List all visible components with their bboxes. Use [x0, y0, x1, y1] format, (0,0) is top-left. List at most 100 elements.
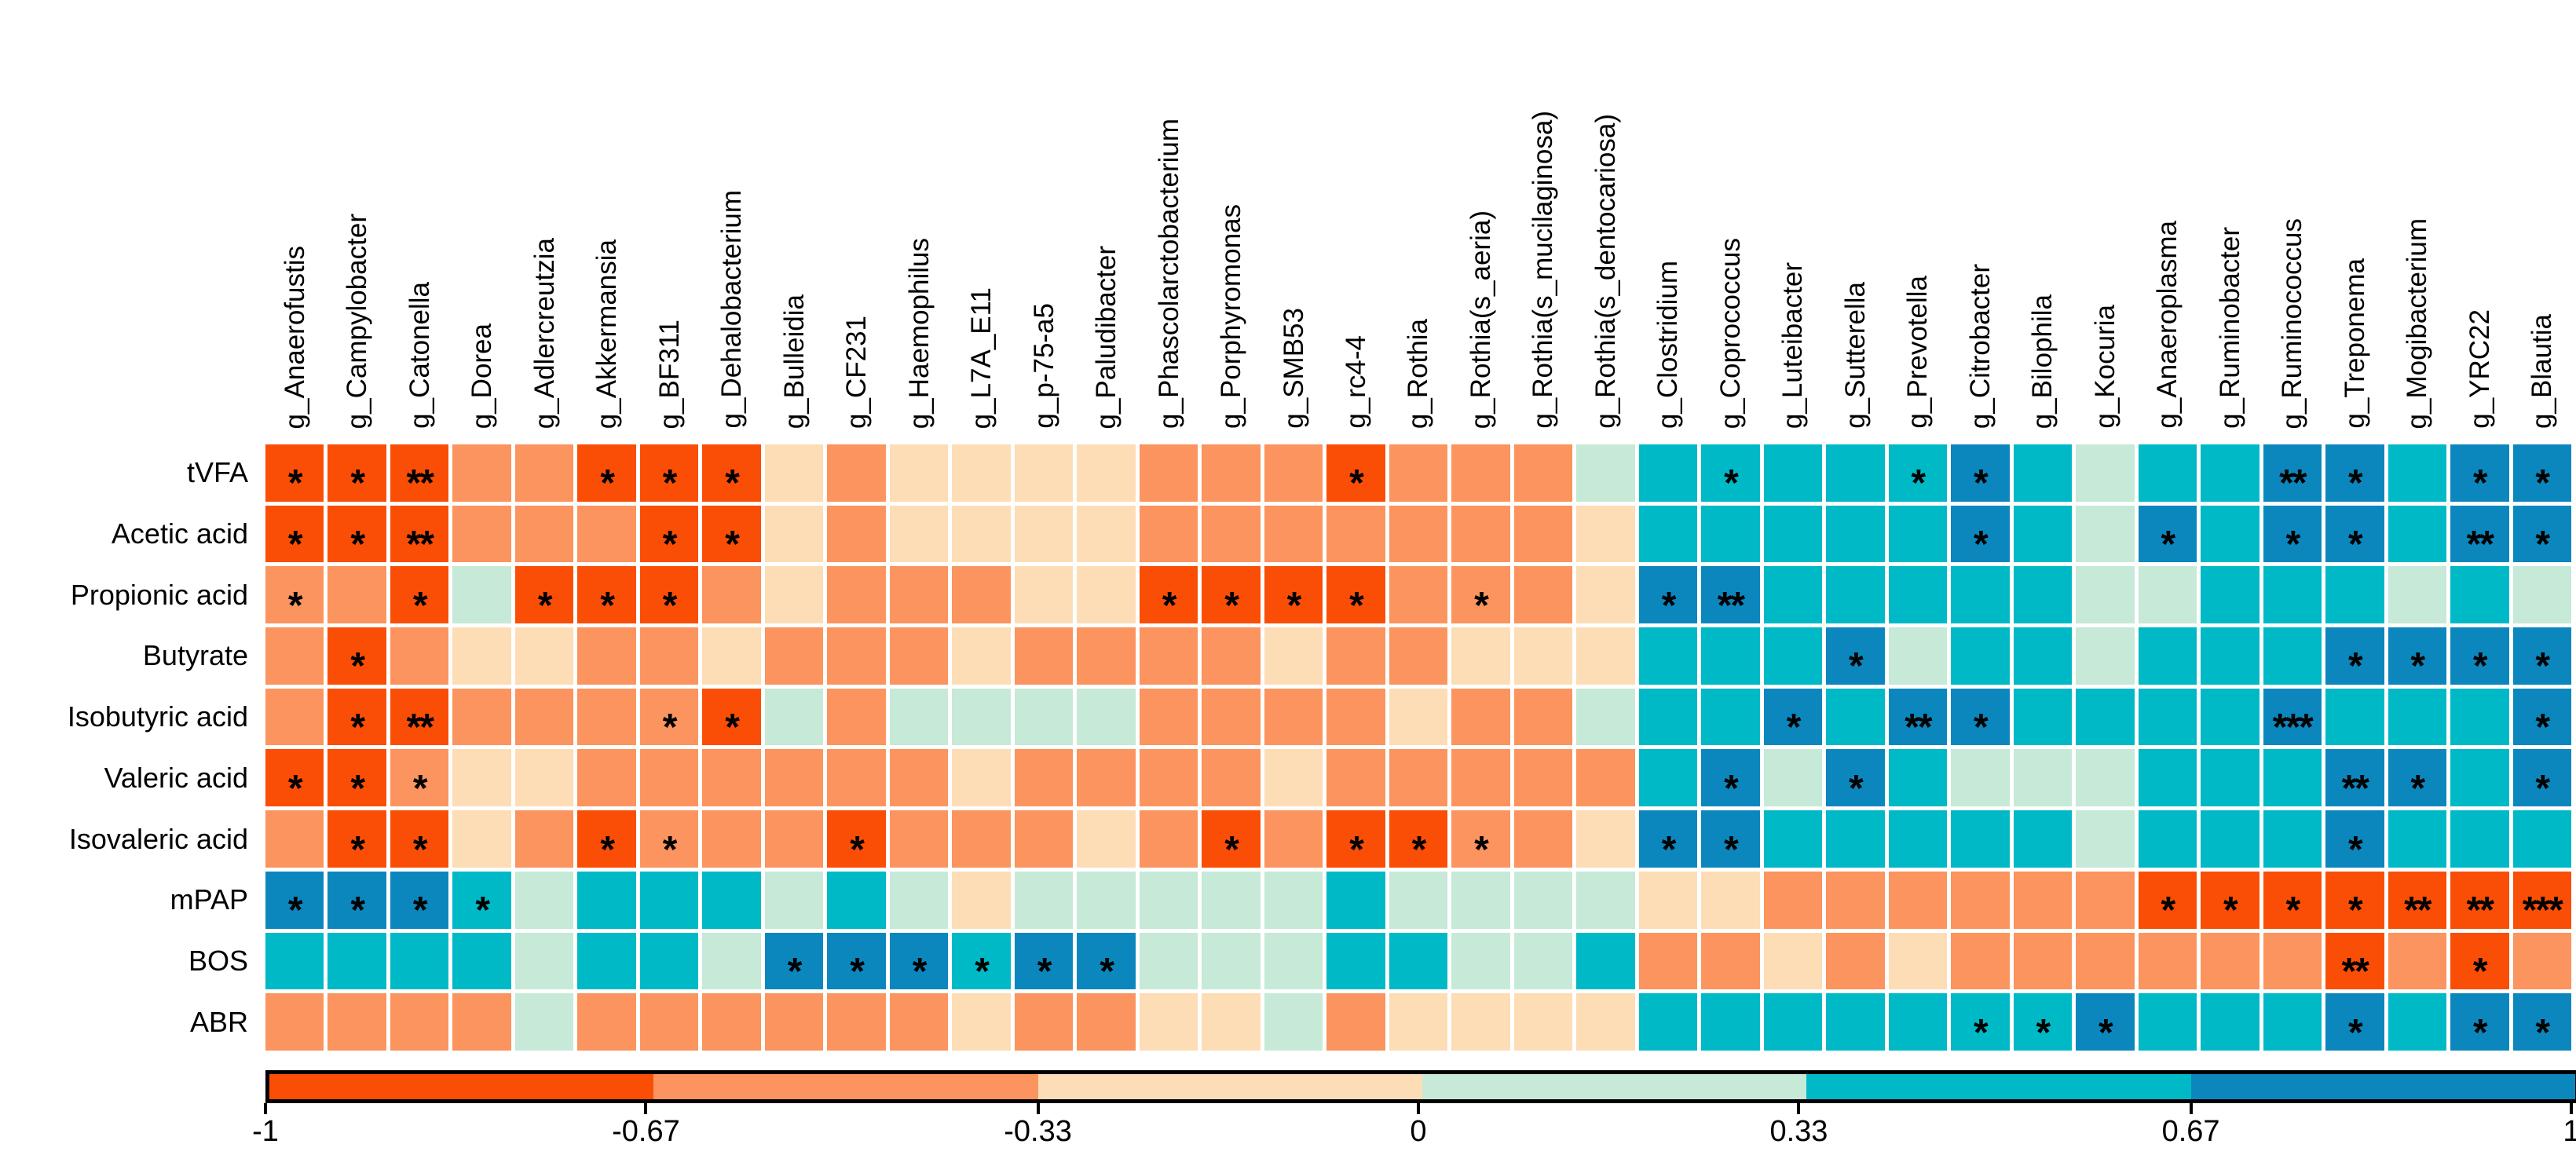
- heatmap-cell: [1389, 688, 1448, 746]
- heatmap-cell: [1014, 566, 1074, 624]
- heatmap-cell: *: [1202, 566, 1261, 624]
- row-label: ABR: [189, 1005, 248, 1038]
- heatmap-cell: [1139, 871, 1198, 929]
- column-label: g_Coprococcus: [1714, 237, 1746, 429]
- heatmap-cell: [1701, 993, 1760, 1051]
- column-header: g_SMB53: [1264, 0, 1323, 438]
- heatmap-cell: [2013, 566, 2073, 624]
- heatmap-cell: [1139, 993, 1198, 1051]
- row-label: Valeric acid: [104, 761, 248, 794]
- heatmap-cell: [1513, 688, 1573, 746]
- heatmap-cell: [2076, 810, 2135, 868]
- heatmap-cell: *: [2325, 627, 2384, 685]
- heatmap-cell: [1326, 627, 1385, 685]
- column-header: g_Anaerofustis: [265, 0, 324, 438]
- heatmap-cell: [514, 871, 574, 929]
- column-header: g_Dorea: [452, 0, 510, 438]
- heatmap-cell: *: [1638, 810, 1698, 868]
- heatmap-cell: [764, 688, 824, 746]
- heatmap-cell: [1389, 871, 1448, 929]
- heatmap-cell: [1139, 688, 1198, 746]
- heatmap-cell: *: [702, 688, 761, 747]
- colorbar-tick: [1036, 1103, 1040, 1114]
- row-label: BOS: [188, 944, 248, 977]
- heatmap-cell: *: [2325, 444, 2384, 503]
- heatmap-cell: *: [2138, 505, 2197, 564]
- heatmap-cell: *: [2138, 871, 2197, 930]
- heatmap-cell: [2325, 688, 2384, 746]
- heatmap-cell: [1513, 810, 1573, 868]
- heatmap-cell: *: [2512, 627, 2571, 685]
- column-header: g_Sutterella: [1826, 0, 1884, 438]
- column-label: g_Rothia: [1403, 318, 1434, 429]
- heatmap-cell: [514, 932, 574, 990]
- heatmap-cell: *: [1264, 566, 1323, 624]
- heatmap-cell: [2263, 566, 2322, 624]
- column-label: g_SMB53: [1278, 308, 1309, 429]
- heatmap-cell: [2013, 688, 2073, 746]
- heatmap-cell: [1638, 749, 1698, 807]
- heatmap-cell: [265, 993, 324, 1051]
- heatmap-cell: *: [952, 932, 1011, 990]
- heatmap-cell: [1826, 688, 1885, 746]
- heatmap-cell: [2076, 749, 2135, 807]
- heatmap-cell: [1638, 871, 1698, 929]
- heatmap-cell: [952, 993, 1011, 1051]
- heatmap-cell: [827, 688, 886, 746]
- heatmap-cell: [1014, 444, 1074, 502]
- heatmap-cell: [827, 749, 886, 807]
- heatmap-cell: *: [327, 688, 386, 747]
- heatmap-cell: *: [1951, 505, 2010, 564]
- heatmap-cell: [1202, 444, 1261, 502]
- heatmap-cell: [1202, 932, 1261, 990]
- heatmap-cell: [1264, 932, 1323, 990]
- heatmap-cell: *: [2325, 505, 2384, 564]
- heatmap-cell: [1202, 627, 1261, 685]
- heatmap-cell: [2450, 749, 2509, 807]
- heatmap-cell: [1326, 749, 1385, 807]
- heatmap-cell: [2013, 932, 2073, 990]
- heatmap-cell: [889, 871, 949, 929]
- column-header: g_Treponema: [2325, 0, 2384, 438]
- heatmap-cell: [1014, 810, 1074, 868]
- heatmap-cell: *: [639, 505, 699, 564]
- heatmap-cell: [2388, 444, 2447, 502]
- heatmap-cell: *: [327, 810, 386, 868]
- heatmap-cell: *: [577, 566, 636, 624]
- column-header: g_L7A_E11: [952, 0, 1010, 438]
- heatmap-cell: [577, 627, 636, 685]
- heatmap-cell: [1451, 749, 1510, 807]
- heatmap-cell: *: [1888, 444, 1948, 503]
- heatmap-cell: [1701, 932, 1760, 990]
- heatmap-cell: [1638, 505, 1698, 563]
- heatmap-cell: [1513, 871, 1573, 929]
- heatmap-cell: *: [1763, 688, 1823, 747]
- heatmap-cell: [952, 444, 1011, 502]
- heatmap-cell: [1513, 566, 1573, 624]
- column-header: g_Haemophilus: [890, 0, 948, 438]
- heatmap-cell: [889, 993, 949, 1051]
- heatmap-cell: [1826, 505, 1885, 563]
- heatmap-cell: [2512, 810, 2571, 868]
- heatmap-cell: [1951, 932, 2010, 990]
- colorbar-tick-label: -0.33: [1004, 1115, 1072, 1148]
- heatmap-cell: [2201, 566, 2259, 624]
- heatmap-cell: [1701, 505, 1760, 563]
- heatmap-cell: [1888, 871, 1948, 929]
- heatmap-cell: [1014, 627, 1074, 685]
- column-label: g_Sutterella: [1839, 282, 1871, 429]
- heatmap-cell: [1139, 627, 1198, 685]
- heatmap-cell: [1638, 627, 1698, 685]
- column-header: g_Akkermansia: [577, 0, 635, 438]
- heatmap-cell: *: [2201, 871, 2259, 930]
- heatmap-cell: [1139, 749, 1198, 807]
- column-header: g_p-75-a5: [1015, 0, 1073, 438]
- heatmap-cell: [702, 810, 761, 868]
- heatmap-cell: [2013, 444, 2073, 502]
- heatmap-cell: [1638, 993, 1698, 1051]
- heatmap-cell: *: [2325, 871, 2384, 930]
- column-label: g_Rothia(s_aeria): [1465, 210, 1496, 429]
- column-label: g_Phascolarctobacterium: [1153, 119, 1184, 429]
- heatmap-cell: *: [327, 627, 386, 685]
- heatmap-cell: [1888, 810, 1948, 868]
